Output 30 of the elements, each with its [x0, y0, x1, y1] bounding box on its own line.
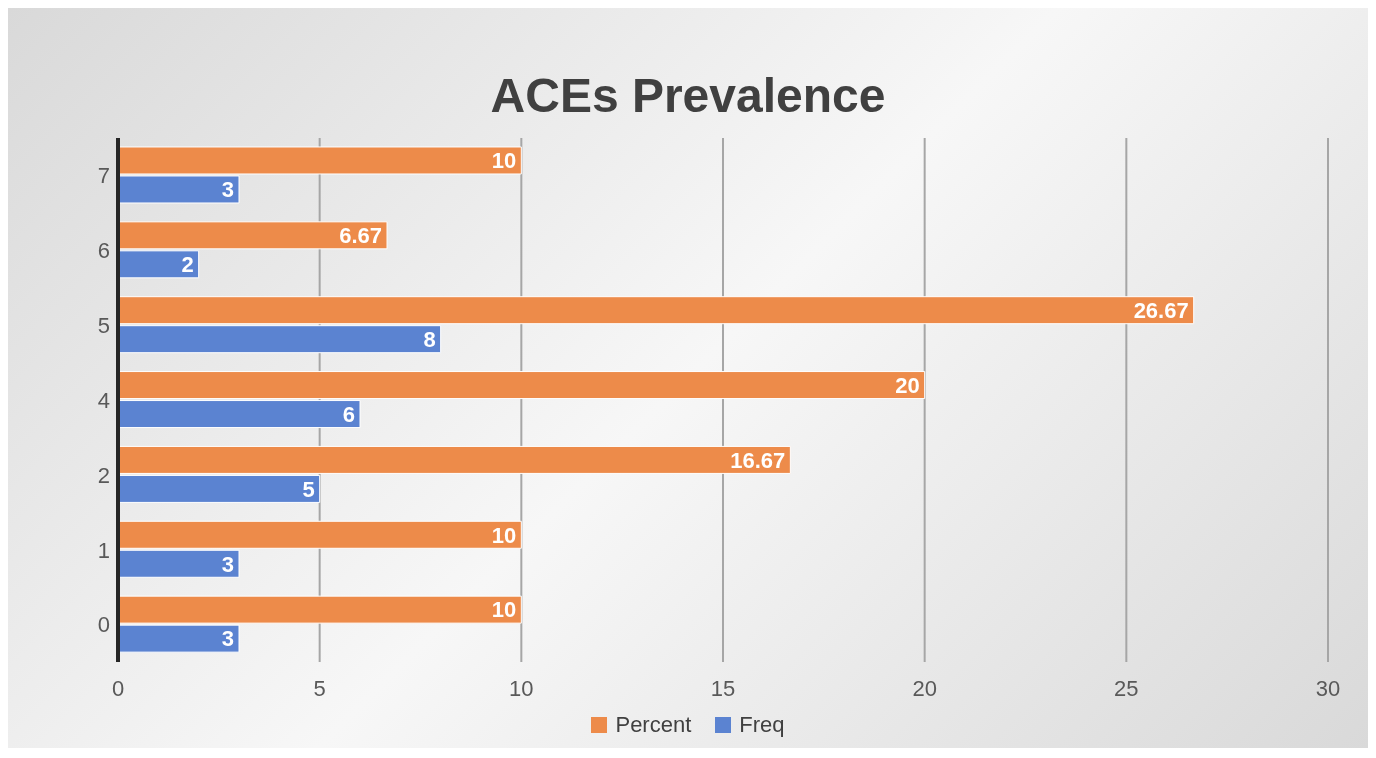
- x-tick-label: 10: [509, 675, 534, 701]
- data-label: 16.67: [730, 447, 786, 473]
- data-label: 6: [342, 401, 355, 427]
- data-label: 5: [302, 476, 315, 502]
- y-tick-label: 2: [97, 462, 110, 488]
- legend-label: Freq: [739, 712, 785, 738]
- x-tick-label: 30: [1315, 675, 1341, 701]
- data-label: 10: [491, 148, 517, 174]
- y-tick-label: 5: [97, 312, 110, 338]
- data-label: 20: [895, 372, 920, 398]
- data-label: 26.67: [1133, 298, 1189, 324]
- data-label: 3: [221, 626, 234, 652]
- y-tick-label: 6: [97, 238, 110, 264]
- y-tick-label: 4: [97, 387, 110, 413]
- data-label: 2: [181, 252, 194, 278]
- x-tick-label: 15: [710, 675, 736, 701]
- y-tick-label: 1: [97, 537, 110, 563]
- x-tick-label: 20: [912, 675, 937, 701]
- text: Percent: [615, 712, 692, 738]
- data-label: 8: [423, 327, 436, 353]
- data-label: 3: [221, 551, 234, 577]
- chart-title: ACEs Prevalence: [489, 68, 887, 122]
- y-tick-label: 0: [97, 612, 110, 638]
- x-tick-label: 5: [313, 675, 326, 701]
- data-label: 10: [491, 597, 517, 623]
- x-tick-label: 25: [1114, 675, 1139, 701]
- y-tick-label: 7: [97, 163, 110, 189]
- data-label: 3: [221, 177, 234, 203]
- data-label: 10: [491, 522, 517, 548]
- data-label: 6.67: [339, 223, 383, 249]
